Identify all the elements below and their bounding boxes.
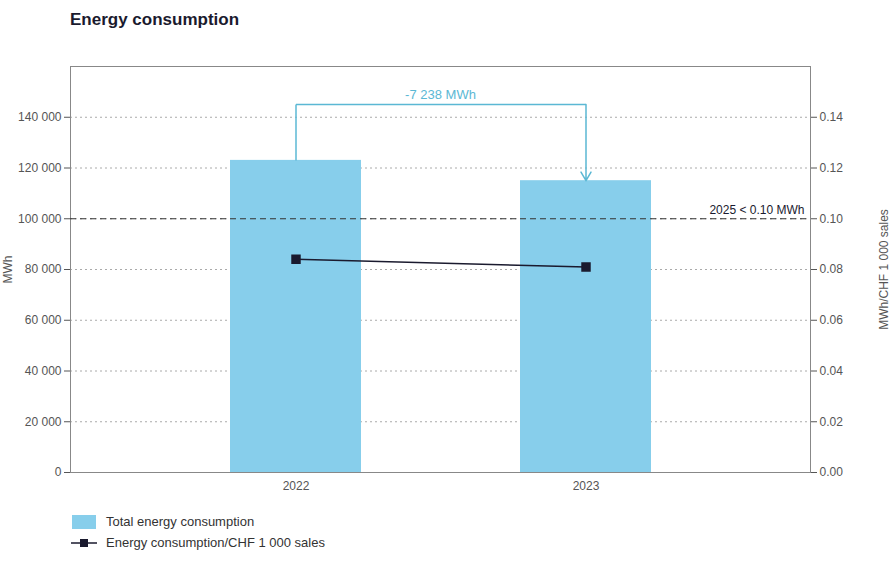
- svg-text:20 000: 20 000: [25, 415, 62, 429]
- svg-text:0.04: 0.04: [820, 364, 844, 378]
- svg-text:2025 < 0.10 MWh: 2025 < 0.10 MWh: [709, 203, 804, 217]
- svg-text:40 000: 40 000: [25, 364, 62, 378]
- svg-text:0.12: 0.12: [820, 161, 844, 175]
- svg-text:0: 0: [55, 465, 62, 479]
- svg-text:2022: 2022: [283, 479, 310, 493]
- svg-text:120 000: 120 000: [18, 161, 62, 175]
- html-text:Total energy consumption: Total energy consumption: [106, 514, 255, 529]
- svg-text:0.06: 0.06: [820, 313, 844, 327]
- svg-text:100 000: 100 000: [18, 212, 62, 226]
- svg-text:0.00: 0.00: [820, 465, 844, 479]
- html-text:Energy consumption: Energy consumption: [70, 10, 240, 29]
- svg-text:0.10: 0.10: [820, 212, 844, 226]
- svg-text:80 000: 80 000: [25, 262, 62, 276]
- svg-text:-7 238 MWh: -7 238 MWh: [405, 87, 476, 102]
- svg-text:140 000: 140 000: [18, 110, 62, 124]
- svg-text:0.08: 0.08: [820, 262, 844, 276]
- html-text:Energy consumption/CHF 1 000 s: Energy consumption/CHF 1 000 sales: [106, 535, 325, 550]
- svg-text:0.02: 0.02: [820, 415, 844, 429]
- svg-text:MWh/CHF 1 000 sales: MWh/CHF 1 000 sales: [877, 209, 890, 330]
- svg-text:MWh: MWh: [1, 256, 15, 284]
- svg-text:2023: 2023: [573, 479, 600, 493]
- svg-text:60 000: 60 000: [25, 313, 62, 327]
- svg-text:0.14: 0.14: [820, 110, 844, 124]
